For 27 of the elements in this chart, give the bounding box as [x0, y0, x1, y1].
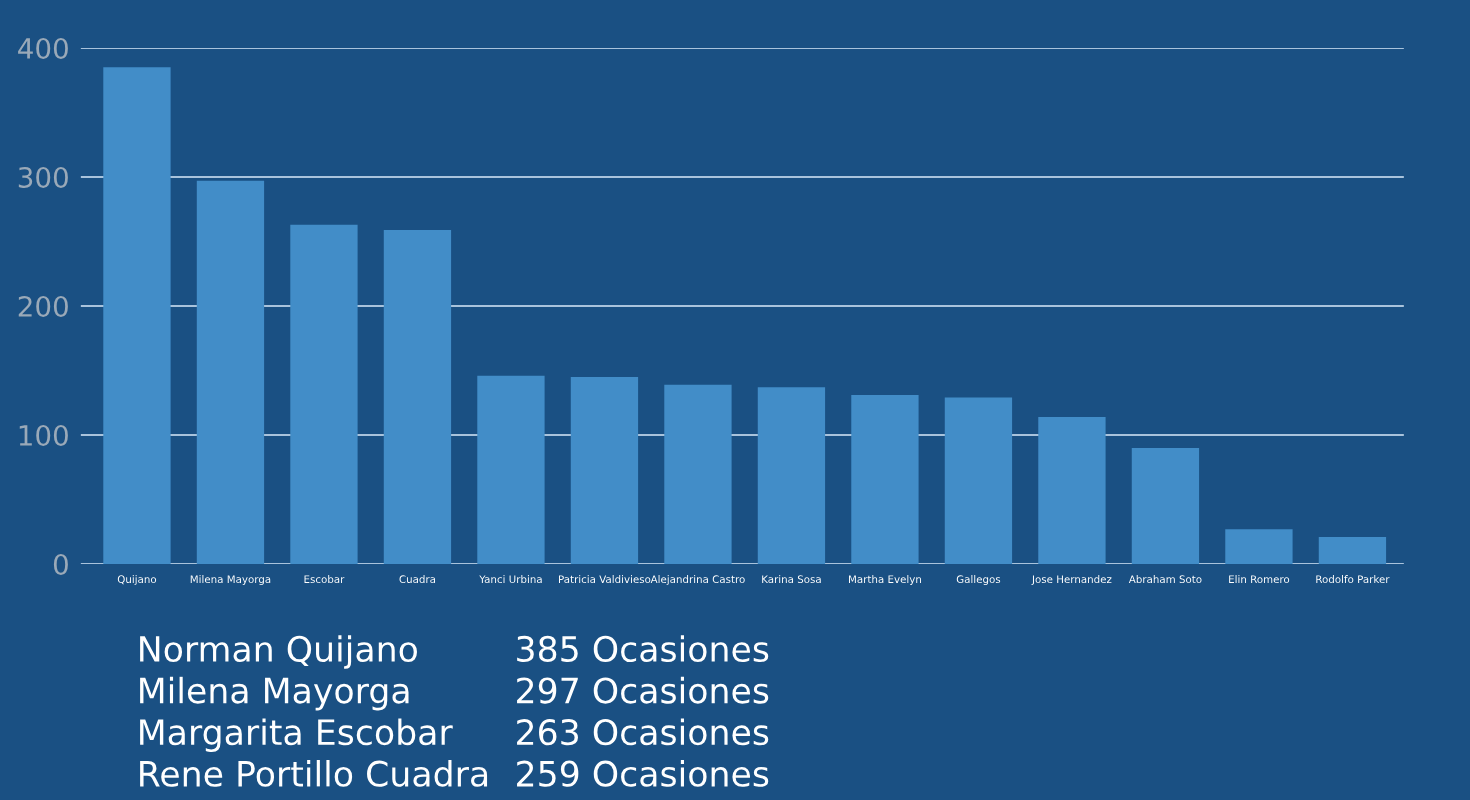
- text: 263 Ocasiones: [517, 718, 769, 746]
- bar: [196, 180, 265, 564]
- y-tick-label: 200: [18, 295, 68, 317]
- bar: [1318, 536, 1387, 564]
- bar: [290, 224, 358, 564]
- bar: [757, 387, 826, 564]
- bar: [1131, 447, 1200, 564]
- bar: [944, 397, 1013, 564]
- bar: [664, 384, 732, 564]
- text: 385 Ocasiones: [517, 635, 769, 663]
- bar: [851, 395, 919, 564]
- y-tick-label: 400: [18, 37, 68, 59]
- bar: [103, 67, 171, 564]
- y-tick-label: 300: [18, 166, 68, 188]
- text: Milena Mayorga: [140, 676, 409, 711]
- text: Norman Quijano: [140, 635, 417, 669]
- bar: [383, 229, 452, 564]
- text: Margarita Escobar: [140, 718, 453, 752]
- bar: [1038, 416, 1106, 564]
- bar: [1225, 529, 1293, 564]
- bar: [570, 376, 639, 564]
- text: Rene Portillo Cuadra: [140, 760, 488, 787]
- bar: [477, 375, 545, 564]
- text: 259 Ocasiones: [517, 760, 769, 787]
- y-tick-label: 0: [53, 553, 68, 575]
- y-tick-label: 100: [19, 424, 68, 446]
- text: 297 Ocasiones: [517, 676, 769, 704]
